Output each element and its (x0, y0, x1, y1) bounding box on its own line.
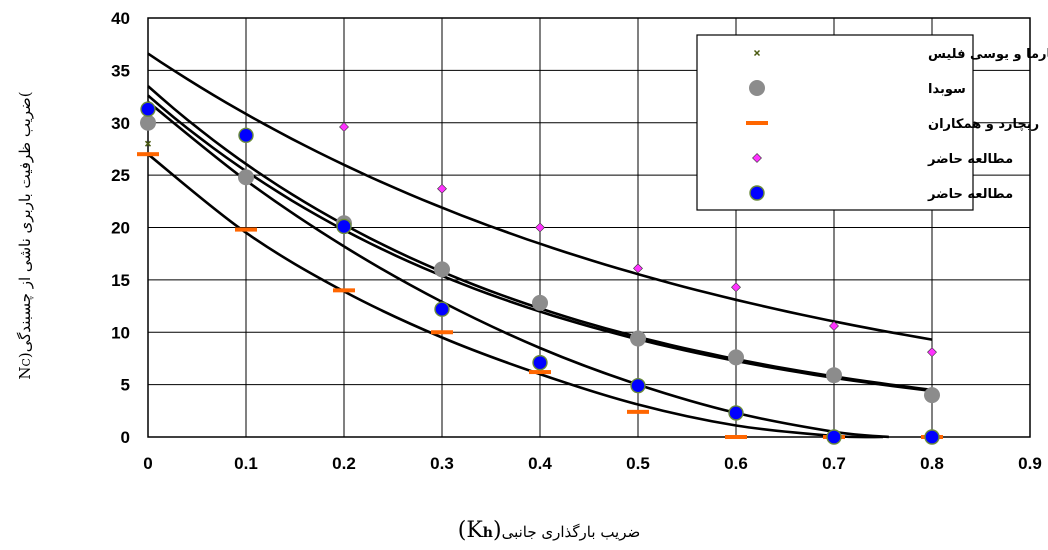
data-point (728, 405, 744, 421)
data-point (927, 347, 937, 358)
legend-marker (753, 49, 761, 57)
legend-marker (749, 80, 765, 96)
x-tick-label: 0.9 (1018, 454, 1042, 473)
data-point (532, 294, 548, 311)
y-tick-labels: 0 5 10 15 20 25 30 35 40 (111, 9, 130, 447)
data-point (235, 227, 257, 232)
data-point (144, 140, 152, 147)
x-axis-title: ضریب بارگذاری جانبی(Kh) (458, 518, 640, 543)
y-axis-label-text: ضریب ظرفیت باربری ناشی از چسبندگی (16, 97, 34, 352)
x-axis-symbol-sub: h (483, 525, 493, 541)
data-point (826, 367, 842, 384)
data-point (633, 263, 643, 274)
x-tick-label: 0 (143, 454, 152, 473)
legend-item: سارما و یوسی فلیس (753, 47, 1048, 62)
trendline (147, 52, 933, 341)
y-tick-label: 5 (121, 376, 130, 395)
data-point (630, 330, 646, 347)
legend-label: ریچارد و همکاران (928, 117, 1039, 132)
legend-label: سارما و یوسی فلیس (928, 47, 1048, 62)
y-tick-label: 40 (111, 9, 130, 28)
legend-marker (746, 121, 768, 125)
legend-marker (749, 185, 765, 201)
data-point (529, 370, 551, 375)
trendline (147, 153, 884, 439)
data-point (627, 409, 649, 414)
data-point (924, 429, 940, 445)
trendline (147, 94, 933, 393)
x-tick-label: 0.4 (528, 454, 552, 473)
series-4 (339, 122, 937, 358)
data-point (728, 349, 744, 366)
data-point (140, 114, 156, 131)
trendline (147, 100, 890, 439)
x-tick-label: 0.1 (234, 454, 258, 473)
y-axis-symbol-close: ) (16, 91, 34, 97)
series-1 (144, 140, 152, 147)
legend-item: مطالعه حاضر (749, 185, 1013, 202)
data-point (333, 288, 355, 293)
data-point (829, 321, 839, 331)
x-tick-label: 0.6 (724, 454, 748, 473)
legend-items: سارما و یوسی فلیس سوبدا ریچارد و همکاران مط… (746, 47, 1048, 202)
x-tick-label: 0.2 (332, 454, 356, 473)
x-tick-label: 0.3 (430, 454, 454, 473)
data-series (137, 101, 943, 445)
legend-item: ریچارد و همکاران (746, 117, 1039, 132)
legend-item: مطالعه حاضر (752, 152, 1013, 167)
plot-area (147, 17, 1031, 438)
legend-label: مطالعه حاضر (927, 187, 1013, 202)
series-5 (140, 101, 940, 445)
legend-marker (752, 153, 762, 163)
x-tick-label: 0.5 (626, 454, 650, 473)
data-point (137, 152, 159, 157)
y-tick-label: 15 (111, 271, 130, 290)
y-tick-label: 25 (111, 166, 130, 185)
data-point (826, 429, 842, 445)
legend-label: مطالعه حاضر (927, 152, 1013, 167)
legend: سارما و یوسی فلیس سوبدا ریچارد و همکاران مط… (696, 34, 1048, 211)
data-point (725, 435, 747, 439)
data-point (238, 169, 254, 186)
data-point (339, 122, 349, 132)
data-point (731, 282, 741, 293)
y-axis-title: )ضریب ظرفیت باربری ناشی از چسبندگی(NC (16, 91, 34, 379)
x-axis-label-text: ضریب بارگذاری جانبی (502, 523, 641, 541)
legend-item: سوبدا (749, 80, 966, 97)
y-tick-label: 10 (111, 323, 130, 342)
data-point (336, 218, 352, 235)
data-point (924, 387, 940, 404)
legend-label: سوبدا (928, 82, 966, 97)
x-tick-label: 0.8 (920, 454, 944, 473)
legend-box (696, 34, 974, 211)
data-point (630, 377, 646, 394)
data-point (437, 183, 447, 194)
data-point (431, 330, 453, 335)
y-axis-symbol-sub: C (20, 358, 33, 366)
data-point (532, 354, 548, 371)
data-point (535, 222, 545, 233)
y-tick-label: 30 (111, 114, 130, 133)
data-point (238, 127, 254, 144)
y-tick-label: 35 (111, 61, 130, 80)
data-point (434, 301, 450, 317)
x-tick-labels: 0 0.1 0.2 0.3 0.4 0.5 0.6 0.7 0.8 0.9 (143, 454, 1042, 473)
x-axis-symbol-close: ) (458, 518, 467, 543)
y-tick-label: 20 (111, 219, 130, 238)
data-point (434, 261, 450, 278)
y-tick-label: 0 (121, 428, 130, 447)
x-tick-label: 0.7 (822, 454, 846, 473)
data-point (140, 101, 156, 117)
